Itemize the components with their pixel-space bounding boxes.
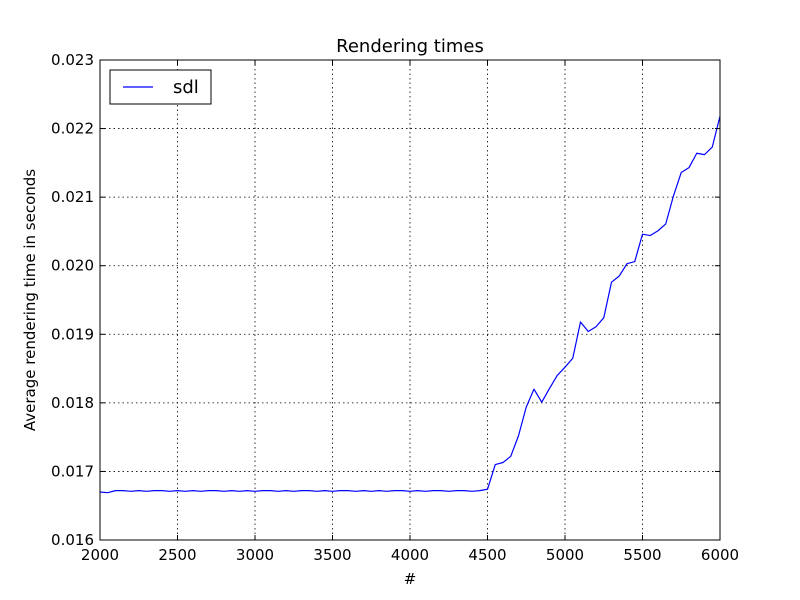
x-tick-label: 5500 — [623, 546, 661, 564]
y-tick-label: 0.023 — [51, 51, 94, 69]
y-tick-label: 0.021 — [51, 188, 94, 206]
legend-box — [109, 69, 212, 105]
y-tick-label: 0.016 — [51, 531, 94, 549]
x-tick-label: 4000 — [391, 546, 429, 564]
y-tick-label: 0.022 — [51, 120, 94, 138]
y-axis-label: Average rendering time in seconds — [21, 169, 39, 431]
y-tick-label: 0.017 — [51, 462, 94, 480]
y-tick-label: 0.019 — [51, 325, 94, 343]
grid-lines — [99, 59, 721, 541]
x-tick-label: 6000 — [701, 546, 739, 564]
series-lines — [99, 116, 721, 494]
series-line-sdl — [99, 116, 721, 494]
legend: sdl — [109, 69, 212, 105]
axis-ticks: 2000 2500 3000 3500 4000 4500 5000 5500 6000 0.01… — [51, 51, 739, 564]
x-tick-label: 5000 — [546, 546, 584, 564]
x-tick-label: 4500 — [468, 546, 506, 564]
x-tick-label: 2000 — [81, 546, 119, 564]
legend-label-sdl: sdl — [173, 77, 199, 98]
x-tick-label: 3000 — [236, 546, 274, 564]
x-tick-label: 2500 — [158, 546, 196, 564]
x-axis-label: # — [404, 570, 417, 588]
y-tick-label: 0.020 — [51, 257, 94, 275]
chart-title: Rendering times — [336, 36, 484, 57]
y-tick-label: 0.018 — [51, 394, 94, 412]
x-tick-label: 3500 — [313, 546, 351, 564]
